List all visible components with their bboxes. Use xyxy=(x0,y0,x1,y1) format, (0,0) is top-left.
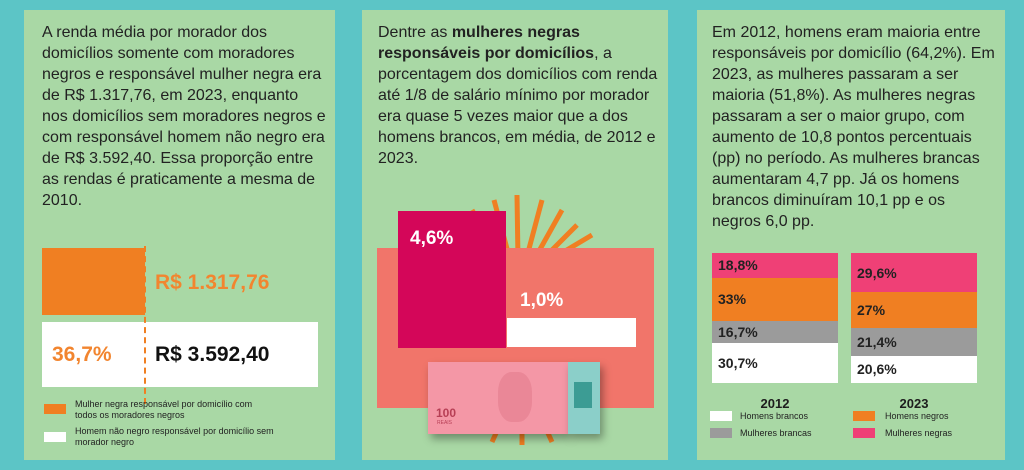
households-text: Em 2012, homens eram maioria entre respo… xyxy=(712,24,995,230)
ratio-divider xyxy=(144,246,146,404)
legend-homens-brancos: Homens brancos xyxy=(740,411,809,421)
women-income-bar xyxy=(42,248,145,315)
men-value: 1,0% xyxy=(520,290,564,311)
legend-men: Homem não negro responsável por domicíli… xyxy=(75,426,274,447)
segment-mulheres-negras: 29,6% xyxy=(851,253,977,293)
segment-homens-brancos: 20,6% xyxy=(851,355,977,383)
men-income-bar xyxy=(42,322,318,387)
banknote-currency: REAIS xyxy=(437,420,453,426)
year-label: 2023 xyxy=(899,396,929,411)
banknote-green xyxy=(568,362,600,434)
women-bar xyxy=(398,211,506,348)
legend-swatch-homens-negros xyxy=(853,411,875,421)
income-panel: A renda média por morador dos domicílios… xyxy=(24,10,335,460)
women-income-value: R$ 1.317,76 xyxy=(155,271,270,294)
legend-mulheres-brancas: Mulheres brancas xyxy=(740,428,812,438)
year-label: 2012 xyxy=(760,396,790,411)
bar-2012: 18,8% 33% 16,7% 30,7% xyxy=(712,253,838,383)
men-bar xyxy=(507,318,636,347)
men-income-value: R$ 3.592,40 xyxy=(155,343,270,366)
text-post: , a porcentagem dos domicílios com renda… xyxy=(378,45,658,167)
legend-swatch-orange xyxy=(44,404,66,414)
poverty-panel: Dentre as mulheres negras responsáveis p… xyxy=(362,10,668,460)
banknote-100: 100 REAIS xyxy=(428,362,568,434)
segment-mulheres-negras: 18,8% xyxy=(712,253,838,278)
segment-homens-negros: 33% xyxy=(712,277,838,321)
ratio-value: 36,7% xyxy=(52,343,112,366)
bar-2023: 29,6% 27% 21,4% 20,6% xyxy=(851,253,977,383)
legend-swatch-mulheres-negras xyxy=(853,428,875,438)
segment-homens-brancos: 30,7% xyxy=(712,342,838,383)
segment-mulheres-brancas: 16,7% xyxy=(712,320,838,343)
text-pre: Dentre as xyxy=(378,24,452,41)
banknote-value: 100 xyxy=(436,406,457,420)
legend-swatch-white xyxy=(44,432,66,442)
banknote-green-mark xyxy=(574,382,592,408)
legend-mulheres-negras: Mulheres negras xyxy=(885,428,953,438)
income-text: A renda média por morador dos domicílios… xyxy=(42,24,326,209)
text-bold: mulheres negras responsáveis por domicíl… xyxy=(378,24,595,62)
legend-homens-negros: Homens negros xyxy=(885,411,949,421)
legend-swatch-mulheres-brancas xyxy=(710,428,732,438)
banknote-portrait xyxy=(498,372,532,422)
segment-mulheres-brancas: 21,4% xyxy=(851,327,977,356)
segment-homens-negros: 27% xyxy=(851,292,977,328)
legend-swatch-homens-brancos xyxy=(710,411,732,421)
legend-women: Mulher negra responsável por domicílio c… xyxy=(75,399,253,420)
women-value: 4,6% xyxy=(410,228,454,249)
poverty-text: Dentre as mulheres negras responsáveis p… xyxy=(378,22,658,169)
households-panel: Em 2012, homens eram maioria entre respo… xyxy=(697,10,1005,460)
